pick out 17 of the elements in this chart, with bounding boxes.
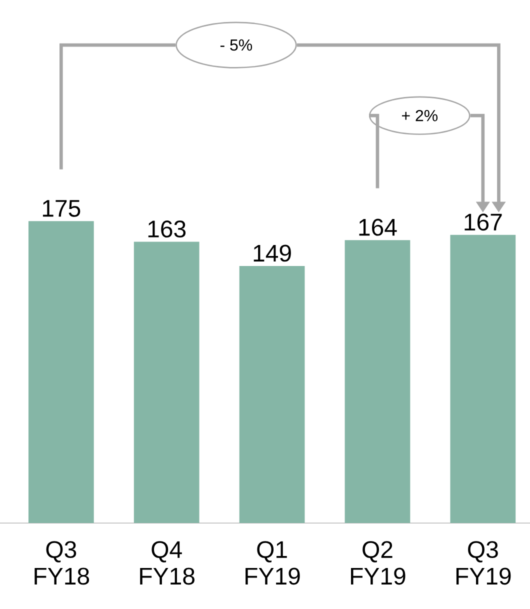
data-label: 175: [42, 200, 80, 217]
bar: [344, 240, 410, 524]
text: - 5%: [220, 39, 252, 51]
x-tick-label: Q2 FY19: [350, 541, 406, 585]
x-tick-label: Q4 FY18: [140, 541, 194, 585]
bar: [239, 266, 305, 524]
bar: [134, 242, 200, 524]
x-tick-label: Q1 FY19: [245, 541, 300, 585]
data-label: 167: [464, 214, 502, 231]
x-tick-label: Q3 FY18: [34, 541, 89, 585]
data-label: 164: [359, 218, 397, 236]
bar: [450, 234, 516, 524]
x-tick-label: Q3 FY19: [456, 541, 511, 585]
data-label: 163: [148, 220, 186, 238]
data-label: 149: [254, 244, 291, 262]
bar: [28, 221, 94, 524]
text: + 2%: [402, 110, 438, 122]
